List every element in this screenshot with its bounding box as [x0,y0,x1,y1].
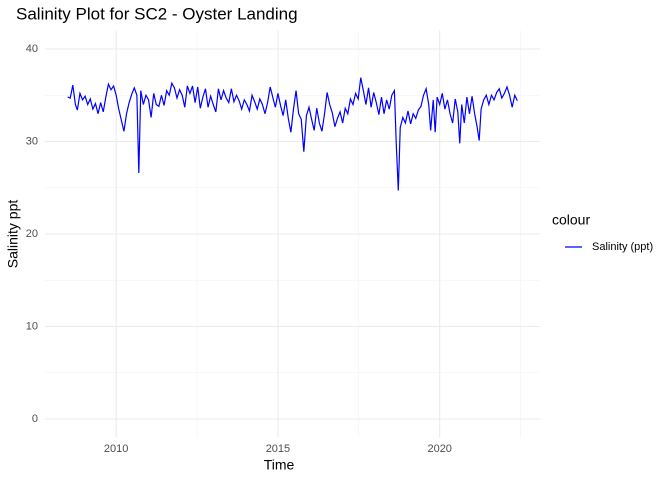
y-tick-label: 40 [26,43,38,55]
legend-title: colour [552,212,590,228]
x-tick-label: 2010 [104,443,128,455]
y-tick-label: 30 [26,135,38,147]
x-tick-label: 2015 [266,443,290,455]
data-line [67,77,518,191]
y-tick-label: 20 [26,228,38,240]
y-axis-title: Salinity ppt [5,200,21,269]
legend-label: Salinity (ppt) [592,241,653,253]
chart-title: Salinity Plot for SC2 - Oyster Landing [16,4,298,23]
x-axis-title: Time [264,457,295,473]
y-tick-label: 10 [26,320,38,332]
x-tick-label: 2020 [427,443,451,455]
y-tick-label: 0 [32,413,38,425]
